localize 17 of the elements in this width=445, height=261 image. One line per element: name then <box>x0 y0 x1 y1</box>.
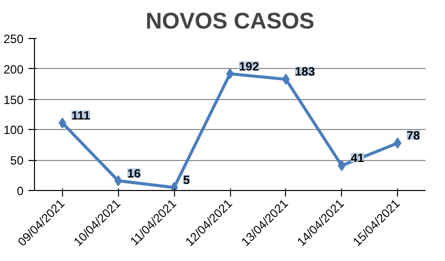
data-label: 5 <box>183 172 190 187</box>
data-label: 16 <box>127 166 141 180</box>
data-label: 192 <box>239 59 260 74</box>
point <box>114 175 122 186</box>
chart-title: NOVOS CASOS <box>146 8 314 34</box>
y-tick-label: 50 <box>10 154 24 168</box>
y-tick-label: 250 <box>3 32 24 46</box>
point <box>338 160 346 172</box>
y-tick-label: 0 <box>16 184 24 198</box>
data-label: 41 <box>350 151 364 166</box>
point <box>170 182 178 190</box>
data-label: 78 <box>406 128 420 143</box>
data-label: 183 <box>294 64 316 79</box>
data-label: 111 <box>71 108 90 123</box>
y-tick-label: 200 <box>3 62 24 76</box>
y-tick-label: 100 <box>3 123 24 138</box>
y-tick-label: 150 <box>3 92 24 107</box>
